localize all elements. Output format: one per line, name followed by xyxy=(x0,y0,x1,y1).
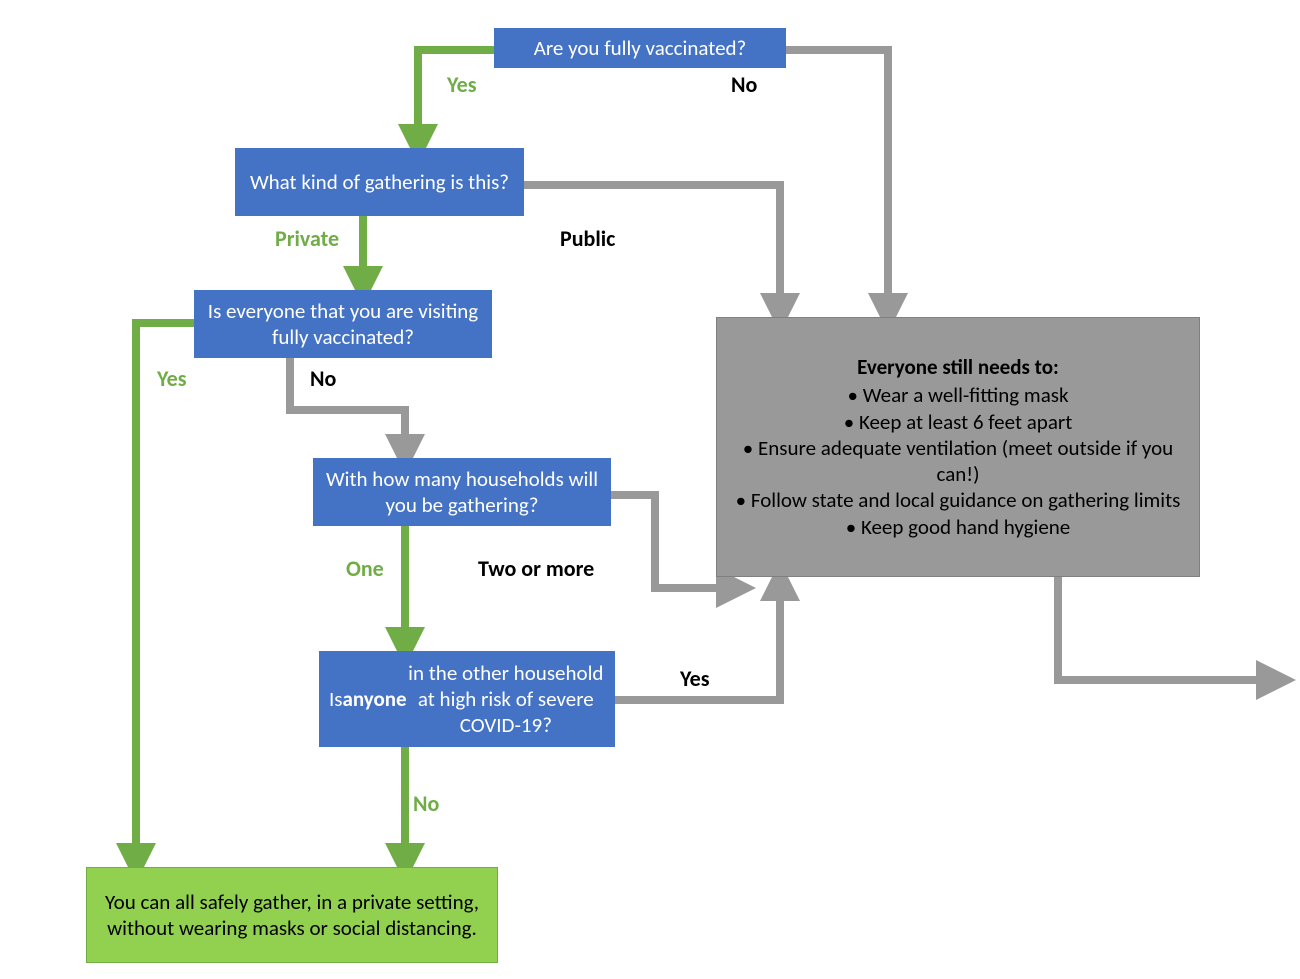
precautions-title: Everyone still needs to: xyxy=(857,354,1059,380)
flowchart-stage: Are you fully vaccinated? What kind of g… xyxy=(0,0,1300,979)
label-q2-private: Private xyxy=(275,225,339,252)
node-q4: With how many households will you be gat… xyxy=(313,458,611,526)
node-q5: Is anyone in the other household at high… xyxy=(319,651,615,747)
label-q5-no: No xyxy=(413,790,439,817)
label-q1-yes: Yes xyxy=(447,71,477,98)
node-q3: Is everyone that you are visiting fully … xyxy=(194,290,492,358)
node-q1: Are you fully vaccinated? xyxy=(494,28,786,68)
precautions-item: Keep good hand hygiene xyxy=(727,514,1189,540)
label-q1-no: No xyxy=(731,71,757,98)
label-q3-yes: Yes xyxy=(157,365,187,392)
label-q2-public: Public xyxy=(560,225,615,252)
precautions-item: Keep at least 6 feet apart xyxy=(727,409,1189,435)
node-q2: What kind of gathering is this? xyxy=(235,148,524,216)
node-safe: You can all safely gather, in a private … xyxy=(86,867,498,963)
precautions-item: Wear a well-fitting mask xyxy=(727,382,1189,408)
label-q4-one: One xyxy=(346,555,384,582)
precautions-item: Follow state and local guidance on gathe… xyxy=(727,487,1189,513)
label-q5-yes: Yes xyxy=(680,665,710,692)
precautions-list: Wear a well-fitting maskKeep at least 6 … xyxy=(727,382,1189,540)
label-q4-two: Two or more xyxy=(478,555,594,582)
node-precautions: Everyone still needs to: Wear a well-fit… xyxy=(716,317,1200,577)
label-q3-no: No xyxy=(310,365,336,392)
precautions-item: Ensure adequate ventilation (meet outsid… xyxy=(727,435,1189,488)
